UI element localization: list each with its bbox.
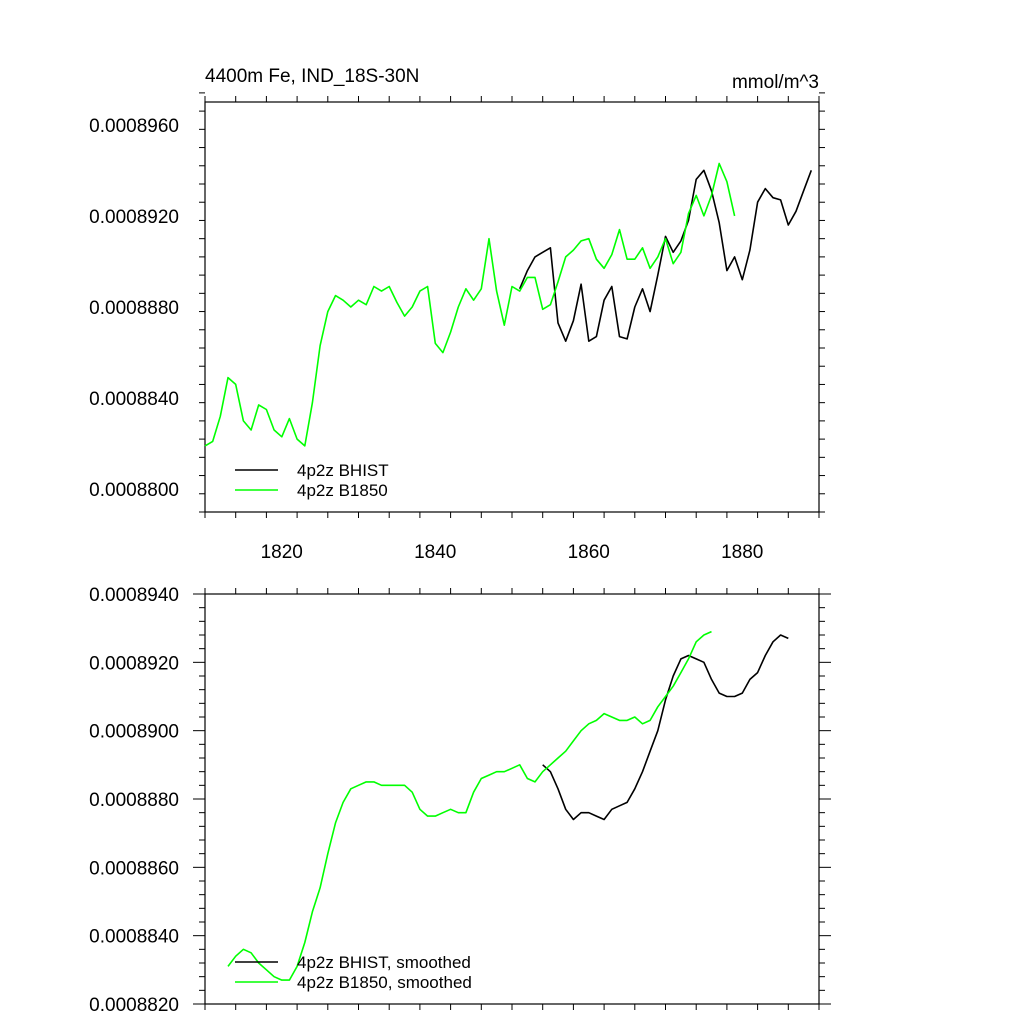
x-tick-label: 1880	[721, 542, 763, 563]
chart-title: 4400m Fe, IND_18S-30N	[205, 66, 419, 87]
y-tick-label: 0.0008880	[89, 298, 179, 319]
y-tick-label: 0.0008920	[89, 207, 179, 228]
series-line-bhist	[542, 634, 789, 821]
legend-label: 4p2z B1850	[297, 481, 388, 500]
chart-panel-2: 0.0008820 0.0008840 0.0008860 0.0008880 0.00…	[89, 585, 831, 1016]
series-line-bhist	[518, 169, 813, 343]
legend-label: 4p2z B1850, smoothed	[297, 973, 472, 992]
y-tick-label: 0.0008820	[89, 995, 179, 1016]
y-tick-label: 0.0008920	[89, 653, 179, 674]
y-tick-label: 0.0008880	[89, 790, 179, 811]
legend-label: 4p2z BHIST	[297, 461, 389, 480]
y-tick-label: 0.0008840	[89, 389, 179, 410]
y-tick-label: 0.0008800	[89, 480, 179, 501]
units-label: mmol/m^3	[732, 72, 819, 93]
x-tick-label: 1860	[568, 542, 610, 563]
chart-panel-1: 1820 1840 1860 1880 0.0008800 0.0008840 0.0008…	[89, 66, 825, 563]
y-tick-label: 0.0008860	[89, 858, 179, 879]
y-tick-label: 0.0008960	[89, 116, 179, 137]
plot-frame	[204, 593, 820, 1005]
series-line-b1850	[227, 630, 712, 981]
x-tick-label: 1840	[414, 542, 456, 563]
plot-frame	[204, 101, 820, 513]
series-line-b1850	[204, 162, 736, 447]
y-tick-label: 0.0008900	[89, 722, 179, 743]
legend-label: 4p2z BHIST, smoothed	[297, 953, 471, 972]
y-tick-label: 0.0008940	[89, 585, 179, 606]
y-tick-label: 0.0008840	[89, 927, 179, 948]
x-tick-label: 1820	[261, 542, 303, 563]
